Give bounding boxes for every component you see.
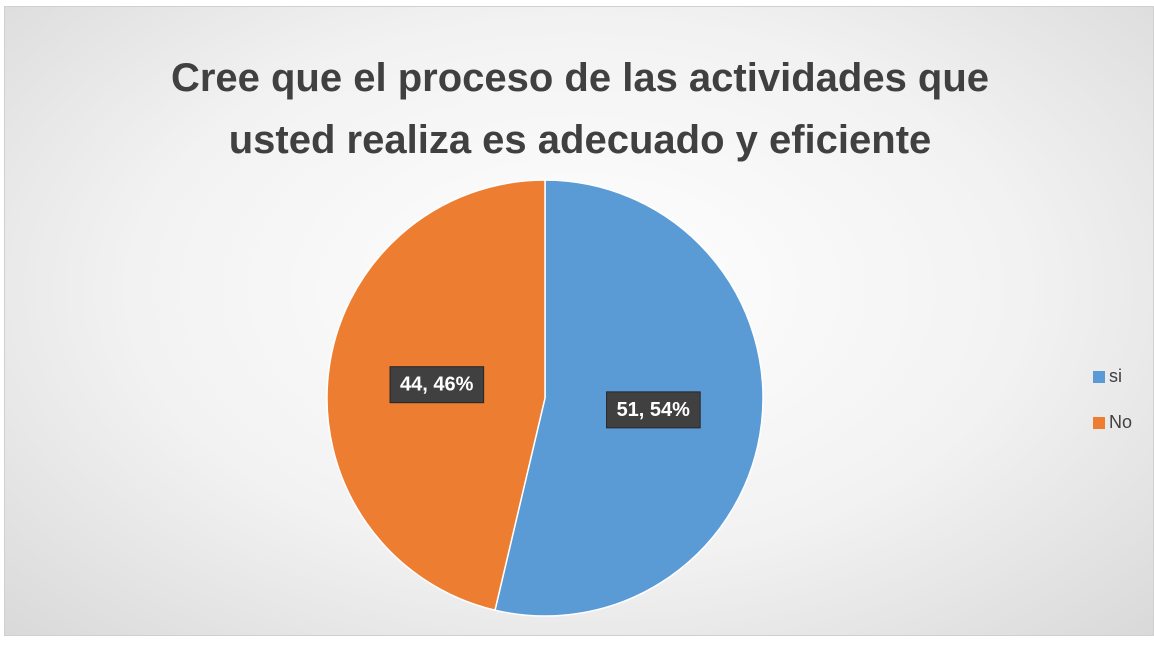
data-label-box	[606, 391, 701, 429]
legend-label: si	[1109, 366, 1122, 386]
data-label: 44, 46%	[400, 374, 474, 396]
data-label: 51, 54%	[617, 399, 691, 421]
legend-label: No	[1109, 412, 1132, 432]
legend-swatch	[1093, 371, 1105, 383]
chart: Cree que el proceso de las actividades q…	[4, 6, 1154, 636]
chart-title: Cree que el proceso de las actividades q…	[170, 56, 990, 162]
plot: 51, 54% 44, 46% si No	[326, 179, 1132, 617]
data-label-box	[389, 366, 485, 404]
legend-swatch	[1093, 417, 1105, 429]
